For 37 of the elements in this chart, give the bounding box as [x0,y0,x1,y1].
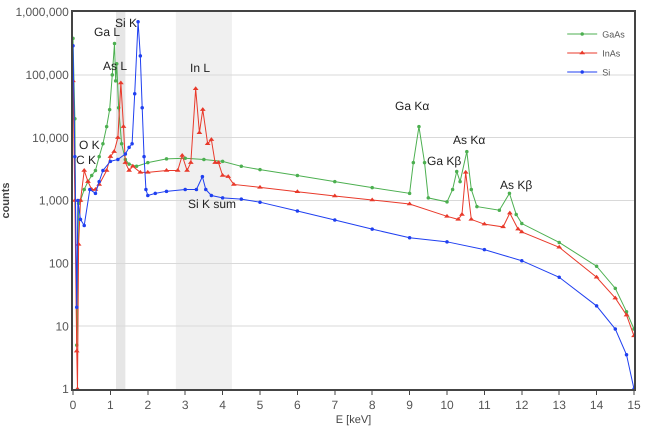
annotation: Ga Kβ [427,154,462,168]
y-tick-label: 1,000,000 [15,5,70,20]
x-tick-label: 0 [70,398,77,412]
x-tick-label: 3 [182,398,189,412]
annotation: Ga Kα [395,99,430,113]
x-tick-label: 15 [627,398,641,412]
x-tick-label: 13 [552,398,566,412]
legend-label: Si [602,68,610,78]
annotation: Si K [115,16,138,30]
x-tick-label: 14 [590,398,604,412]
x-tick-label: 8 [368,398,376,412]
x-tick-label: 6 [294,398,302,412]
x-tick-label: 10 [440,398,454,412]
y-tick-label: 100,000 [25,68,70,82]
y-tick-label: 10,000 [32,130,70,145]
annotation: Si K sum [188,197,236,211]
y-tick-label: 1,000 [38,194,70,208]
x-tick-label: 11 [478,398,491,412]
x-tick-label: 5 [256,398,264,412]
x-tick-label: 4 [219,398,226,412]
annotation: C K [76,153,96,167]
annotation: In L [190,61,210,75]
x-tick-label: 7 [331,398,338,412]
legend-label: InAs [602,48,621,59]
legend-label: GaAs [602,30,626,40]
annotation: As Kα [453,133,486,147]
annotation: O K [79,138,100,152]
x-tick-label: 9 [406,398,414,412]
x-tick-label: 12 [515,398,529,412]
x-tick-label: 1 [107,398,114,412]
x-tick-label: 2 [144,398,152,412]
y-tick-label: 100 [48,256,70,271]
y-tick-label: 1 [62,382,70,396]
y-tick-label: 10 [55,319,70,334]
annotation: As Kβ [500,178,532,192]
y-axis-title: counts [0,182,12,219]
x-axis-title: E [keV] [336,414,372,426]
